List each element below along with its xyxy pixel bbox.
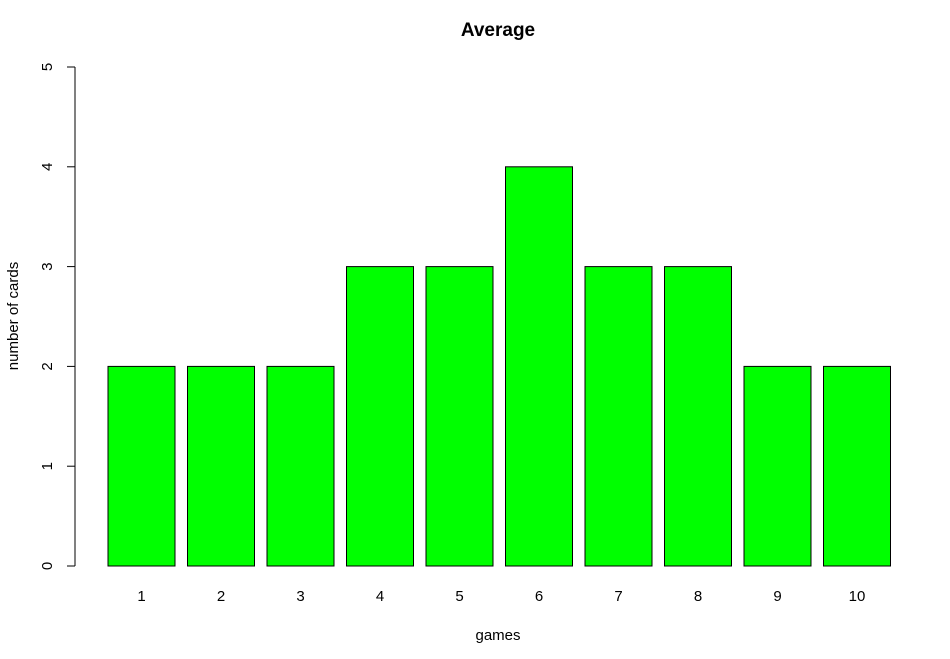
bars-group [107,166,891,567]
bar-game-8 [664,266,732,567]
x-tick-label: 5 [455,588,463,605]
bar-game-5 [425,266,494,567]
y-tick-label: 5 [39,63,56,71]
y-axis-ticks: 0 1 2 3 4 5 [39,63,75,570]
y-tick-label: 4 [39,163,56,171]
x-tick-label: 4 [376,588,384,605]
bar-game-4 [346,266,414,567]
bar-game-7 [584,266,653,567]
x-tick-label: 10 [849,588,866,605]
y-tick-label: 2 [39,362,56,370]
bar-game-1 [107,365,176,567]
bar-game-3 [266,365,335,567]
bar-game-10 [823,365,891,567]
y-tick-label: 0 [39,562,56,570]
bar-game-2 [187,365,255,567]
bar-game-9 [743,365,812,567]
y-axis-label: number of cards [5,262,22,370]
x-tick-label: 2 [217,588,225,605]
x-tick-label: 7 [614,588,622,605]
x-tick-label: 8 [694,588,702,605]
y-tick-label: 3 [39,262,56,270]
x-tick-label: 1 [137,588,145,605]
bar-game-6 [505,166,573,567]
x-tick-label: 3 [296,588,304,605]
x-tick-label: 6 [535,588,543,605]
x-axis-tick-labels: 1 2 3 4 5 6 7 8 9 10 [137,588,865,605]
x-axis-label: games [475,627,520,644]
y-tick-label: 1 [39,462,56,470]
x-tick-label: 9 [773,588,781,605]
chart-title: Average [461,20,535,41]
